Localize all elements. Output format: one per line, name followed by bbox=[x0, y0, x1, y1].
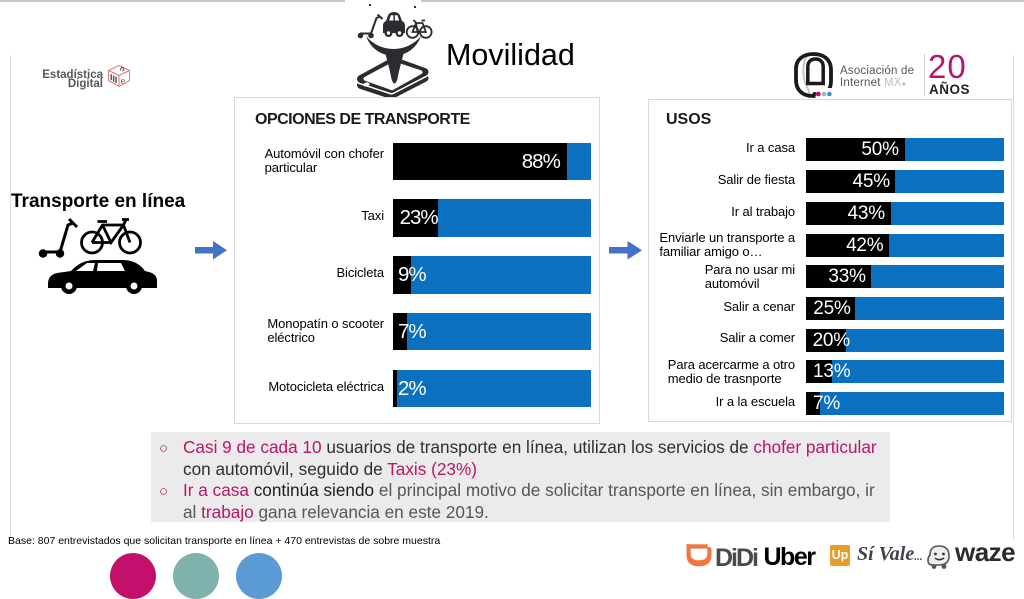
svg-text:e: e bbox=[121, 75, 126, 87]
